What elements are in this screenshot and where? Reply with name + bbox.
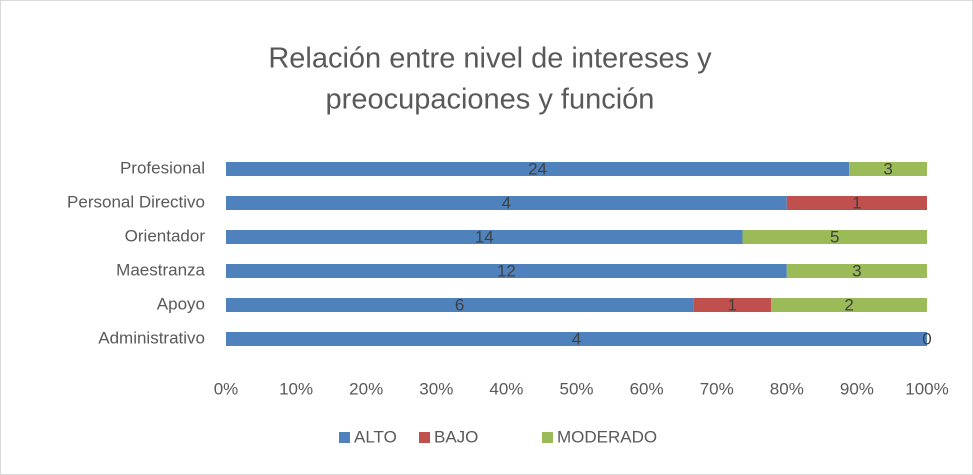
data-label: 0 (922, 329, 931, 348)
data-label: 1 (728, 295, 737, 314)
x-tick-label: 80% (770, 379, 804, 398)
bar-segment (226, 230, 743, 244)
bar-segment (693, 298, 772, 312)
data-label: 2 (844, 295, 853, 314)
data-label: 4 (502, 193, 511, 212)
legend-label: BAJO (434, 427, 478, 446)
data-label: 6 (455, 295, 464, 314)
chart-title: Relación entre nivel de intereses y (268, 43, 712, 75)
data-label: 24 (528, 159, 547, 178)
y-tick-label: Administrativo (98, 328, 205, 347)
y-tick-label: Profesional (120, 158, 205, 177)
legend-swatch (419, 432, 430, 443)
bar-segment (226, 196, 787, 210)
x-tick-label: 10% (279, 379, 313, 398)
chart-title: preocupaciones y función (326, 84, 655, 116)
data-label: 1 (852, 193, 861, 212)
x-tick-label: 50% (559, 379, 593, 398)
y-tick-label: Maestranza (116, 260, 205, 279)
legend-label: MODERADO (557, 427, 657, 446)
bar-segment (226, 298, 694, 312)
x-tick-label: 20% (349, 379, 383, 398)
data-label: 12 (497, 261, 516, 280)
bar-segment (226, 332, 927, 346)
y-tick-label: Orientador (125, 226, 206, 245)
bar-segment (226, 162, 850, 176)
legend-swatch (339, 432, 350, 443)
bar-segment (771, 298, 927, 312)
x-tick-label: 0% (214, 379, 239, 398)
data-label: 3 (852, 261, 861, 280)
x-tick-label: 60% (630, 379, 664, 398)
bar-segment (786, 196, 927, 210)
data-label: 5 (830, 227, 839, 246)
bar-segment (226, 264, 787, 278)
x-tick-label: 90% (840, 379, 874, 398)
x-tick-label: 30% (419, 379, 453, 398)
legend-swatch (542, 432, 553, 443)
y-tick-label: Personal Directivo (67, 192, 205, 211)
y-tick-label: Apoyo (157, 294, 205, 313)
data-label: 3 (883, 159, 892, 178)
legend-label: ALTO (354, 427, 397, 446)
bar-segment (849, 162, 927, 176)
bar-segment (742, 230, 927, 244)
x-tick-label: 70% (700, 379, 734, 398)
x-tick-label: 100% (905, 379, 948, 398)
x-tick-label: 40% (489, 379, 523, 398)
bar-segment (786, 264, 927, 278)
data-label: 4 (572, 329, 581, 348)
data-label: 14 (475, 227, 494, 246)
